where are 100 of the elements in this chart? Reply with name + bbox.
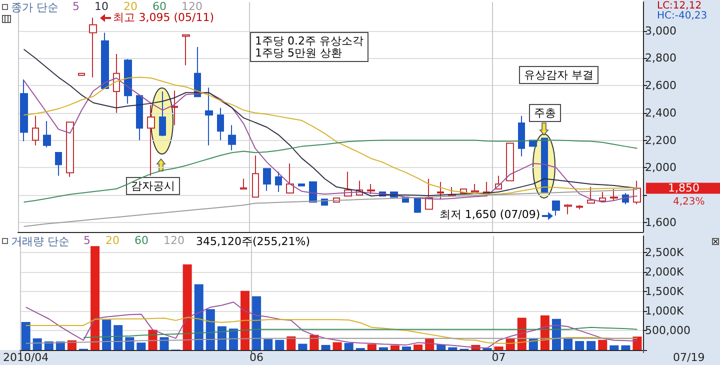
text: 60: [152, 0, 166, 13]
candlestick: [518, 115, 525, 157]
bar: [194, 284, 204, 350]
candlestick: [182, 34, 190, 66]
y-tick-label: 2,400: [645, 106, 676, 120]
text: 5: [83, 234, 90, 247]
y-tick-label: 1,500K: [645, 285, 684, 298]
candlestick: [633, 180, 641, 205]
candlestick: [66, 122, 74, 178]
bar: [286, 336, 296, 350]
candlestick: [471, 183, 479, 193]
bar: [621, 345, 630, 350]
bar: [367, 344, 376, 350]
y-tick-label: 1,600: [645, 216, 676, 229]
y-tick-label: 1,000K: [645, 304, 684, 318]
annotation: 감자공시: [131, 180, 175, 192]
bar: [90, 246, 100, 350]
bar: [240, 290, 250, 350]
candlestick: [136, 95, 143, 141]
text: 4,23%: [673, 196, 705, 208]
x-tick-label: 06: [250, 351, 264, 364]
candlestick: [78, 72, 85, 76]
x-tick-label: 07: [492, 351, 506, 364]
y-tick-label: 2,800: [645, 52, 676, 65]
bar: [564, 338, 573, 350]
bar: [332, 342, 342, 350]
bar: [586, 341, 596, 350]
y-tick-label: 500,000: [645, 324, 690, 338]
candlestick: [367, 183, 375, 195]
text: 60: [134, 234, 148, 247]
candlestick: [506, 142, 514, 182]
y-tick-label: 2,000: [645, 161, 676, 174]
bar: [414, 344, 423, 350]
text: 20: [123, 0, 138, 13]
candlestick: [414, 198, 421, 214]
y-tick-label: 2,200: [645, 134, 676, 147]
candlestick: [113, 54, 120, 114]
y-tick-label: 2,500K: [645, 246, 684, 260]
annotation: 최저 1,650 (07/09): [439, 208, 540, 222]
text: 07/19: [673, 351, 705, 364]
bar: [136, 342, 146, 350]
bar: [610, 345, 619, 350]
candlestick: [32, 115, 39, 146]
candlestick: [275, 171, 282, 193]
text: 10: [94, 0, 108, 13]
candlestick: [20, 78, 28, 142]
y-tick-label: 3,000: [645, 24, 676, 38]
bar: [206, 309, 215, 350]
candlestick: [217, 107, 224, 141]
candlestick: [159, 91, 166, 137]
line-series: [25, 302, 638, 349]
candlestick: [599, 192, 606, 202]
y-tick-label: 2,000K: [645, 266, 684, 279]
text: LC:12,12: [657, 0, 702, 12]
candlestick: [286, 163, 294, 194]
annotation: 주총: [534, 106, 556, 120]
bar: [228, 328, 238, 350]
bar: [125, 337, 134, 350]
candlestick: [552, 200, 560, 216]
candlestick: [171, 90, 178, 126]
candlestick: [205, 87, 213, 146]
bar: [182, 264, 192, 350]
text: 120: [181, 0, 202, 13]
x-tick-label: 2010/04: [2, 351, 49, 364]
candlestick: [124, 58, 132, 104]
text: HC:-40,23: [657, 10, 708, 22]
bar: [217, 326, 226, 350]
candlestick: [298, 183, 305, 186]
bar: [114, 325, 123, 350]
candlestick: [263, 168, 271, 192]
line-series: [83, 326, 638, 338]
candlestick: [425, 178, 433, 210]
bar: [494, 346, 504, 350]
bar: [275, 340, 284, 350]
candlestick: [587, 186, 595, 204]
bar: [32, 338, 42, 350]
bar: [252, 296, 262, 350]
candlestick: [437, 181, 444, 200]
candlestick: [541, 138, 548, 193]
bar: [160, 337, 169, 350]
bar: [390, 345, 400, 350]
line-series: [23, 48, 638, 196]
candlestick: [576, 204, 583, 210]
legend-title: 종가 단순: [11, 1, 58, 14]
annotation: 345,120주(255,21%): [196, 235, 310, 248]
bar: [21, 322, 30, 350]
bar: [575, 341, 584, 350]
candlestick: [55, 152, 62, 176]
candlestick: [610, 188, 618, 202]
bar: [402, 346, 412, 350]
bar: [448, 347, 458, 350]
y-tick-label: 2,600: [645, 79, 676, 92]
annotation: 유상감자 부결: [524, 68, 594, 82]
candlestick: [228, 124, 236, 151]
text: 1,850: [668, 182, 700, 195]
text: 120: [163, 234, 184, 247]
annotation: 1주당 0.2주 유상소각 1주당 5만원 상환: [255, 34, 364, 60]
text: 20: [105, 234, 120, 247]
text: 5: [72, 0, 80, 13]
candlestick: [101, 32, 109, 90]
